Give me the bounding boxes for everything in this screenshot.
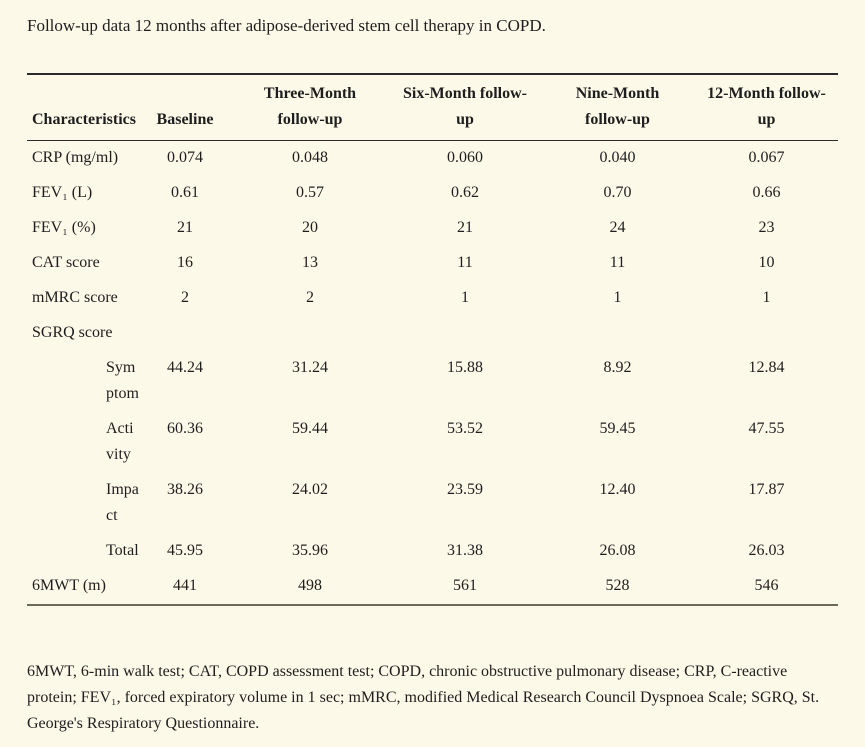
value-cell: 528 (605, 577, 630, 594)
value-cell: 17.87 (748, 481, 785, 498)
value-cell: 10 (758, 254, 775, 271)
value-cell: 21 (457, 219, 473, 236)
value-cell: 11 (457, 254, 473, 271)
value-cell: 15.88 (447, 359, 483, 376)
value-cell: 24 (609, 219, 626, 236)
value-cell: 0.61 (171, 184, 199, 201)
value-cell: 59.44 (292, 420, 328, 437)
value-cell: 498 (298, 577, 322, 594)
row-sgrq: SGRQ score (27, 316, 838, 351)
row-fev1-pct: FEV₁ (%) 21 20 21 24 23 (27, 211, 838, 246)
row-mmrc: mMRC score 2 2 1 1 1 (27, 281, 838, 316)
value-cell: 31.38 (447, 542, 483, 559)
row-cat: CAT score 16 13 11 11 10 (27, 246, 838, 281)
col-header-9-month: Nine-Month follow-up (540, 74, 695, 141)
value-cell (540, 316, 695, 351)
value-cell: 20 (302, 219, 318, 236)
value-cell: 23 (758, 219, 775, 236)
row-sgrq-symptom: Sym ptom 44.24 31.24 15.88 8.92 12.84 (27, 351, 838, 412)
value-cell: 2 (306, 289, 314, 306)
table-figure: Follow-up data 12 months after adipose-d… (27, 14, 838, 737)
value-cell: 26.03 (748, 542, 785, 559)
value-cell: 2 (181, 289, 189, 306)
value-cell: 16 (177, 254, 193, 271)
value-cell: 12.40 (599, 481, 636, 498)
row-label: 6MWT (m) (32, 577, 106, 594)
value-cell (230, 316, 390, 351)
row-crp: CRP (mg/ml) 0.074 0.048 0.060 0.040 0.06… (27, 141, 838, 177)
value-cell: 0.66 (752, 184, 781, 201)
value-cell: 23.59 (447, 481, 483, 498)
row-label: CRP (mg/ml) (32, 149, 119, 166)
row-label: mMRC score (32, 289, 118, 306)
table-caption: Follow-up data 12 months after adipose-d… (27, 16, 546, 35)
row-label: CAT score (32, 254, 100, 271)
value-cell: 12.84 (748, 359, 785, 376)
value-cell: 1 (762, 289, 771, 306)
row-fev1-l: FEV₁ (L) 0.61 0.57 0.62 0.70 0.66 (27, 176, 838, 211)
value-cell: 38.26 (167, 481, 203, 498)
value-cell: 35.96 (292, 542, 328, 559)
value-cell: 0.57 (296, 184, 324, 201)
value-cell: 44.24 (167, 359, 203, 376)
value-cell: 1 (613, 289, 622, 306)
row-label: FEV₁ (%) (32, 219, 96, 236)
table-footnote: 6MWT, 6-min walk test; CAT, COPD assessm… (27, 663, 820, 732)
row-label: FEV₁ (L) (32, 184, 93, 201)
value-cell: 13 (302, 254, 318, 271)
value-cell: 53.52 (447, 420, 483, 437)
value-cell: 45.95 (167, 542, 203, 559)
value-cell: 11 (609, 254, 626, 271)
col-header-characteristics: Characteristics (27, 74, 140, 141)
row-label: Total (106, 542, 139, 559)
row-label: Sym ptom (106, 359, 139, 402)
value-cell: 0.067 (748, 149, 785, 166)
value-cell (695, 316, 838, 351)
col-header-3-month: Three-Month follow-up (230, 74, 390, 141)
value-cell: 0.040 (599, 149, 636, 166)
value-cell: 0.70 (603, 184, 632, 201)
header-row: Characteristics Baseline Three-Month fol… (27, 74, 838, 141)
col-header-baseline: Baseline (140, 74, 230, 141)
value-cell: 0.048 (292, 149, 328, 166)
value-cell: 47.55 (748, 420, 785, 437)
row-sgrq-total: Total 45.95 35.96 31.38 26.08 26.03 (27, 534, 838, 569)
row-label: SGRQ score (32, 324, 113, 341)
value-cell (140, 316, 230, 351)
value-cell: 0.62 (451, 184, 479, 201)
col-header-12-month: 12-Month follow- up (695, 74, 838, 141)
value-cell: 0.060 (447, 149, 483, 166)
value-cell: 0.074 (167, 149, 203, 166)
followup-table: Characteristics Baseline Three-Month fol… (27, 73, 838, 606)
value-cell: 59.45 (599, 420, 636, 437)
value-cell (390, 316, 540, 351)
value-cell: 21 (177, 219, 193, 236)
row-label: Acti vity (106, 420, 134, 463)
value-cell: 561 (453, 577, 477, 594)
row-sgrq-activity: Acti vity 60.36 59.44 53.52 59.45 47.55 (27, 412, 838, 473)
value-cell: 26.08 (599, 542, 636, 559)
value-cell: 60.36 (167, 420, 203, 437)
value-cell: 24.02 (292, 481, 328, 498)
value-cell: 441 (173, 577, 197, 594)
value-cell: 546 (754, 577, 779, 594)
value-cell: 1 (461, 289, 469, 306)
col-header-6-month: Six-Month follow- up (390, 74, 540, 141)
row-sgrq-impact: Impa ct 38.26 24.02 23.59 12.40 17.87 (27, 473, 838, 534)
row-label: Impa ct (106, 481, 139, 524)
row-6mwt: 6MWT (m) 441 498 561 528 546 (27, 569, 838, 605)
value-cell: 31.24 (292, 359, 328, 376)
value-cell: 8.92 (603, 359, 632, 376)
